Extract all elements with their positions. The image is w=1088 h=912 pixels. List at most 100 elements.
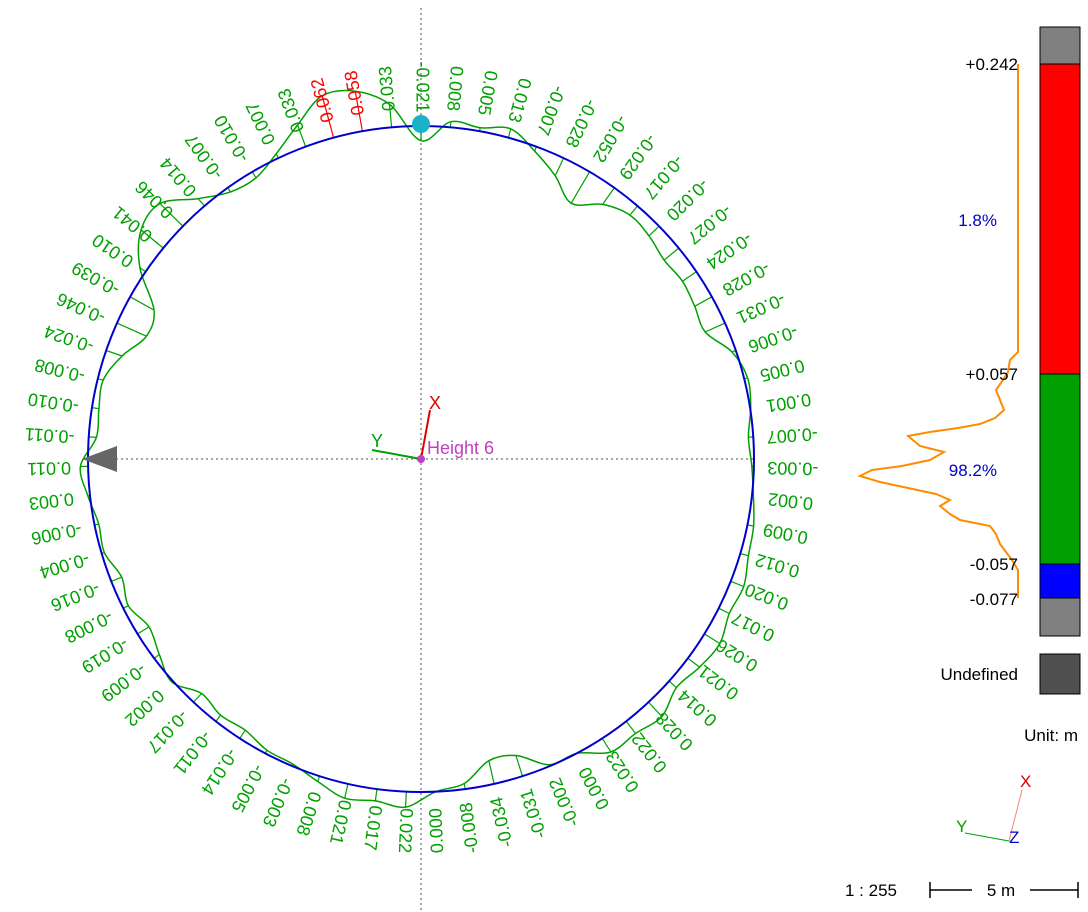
- deviation-label: -0.004: [37, 549, 92, 583]
- deviation-label: -0.046: [54, 289, 109, 328]
- deviation-whisker: [139, 267, 147, 273]
- unit-label: Unit: m: [1024, 726, 1078, 745]
- deviation-label: 0.022: [395, 808, 417, 854]
- deviation-whisker: [554, 157, 565, 177]
- deviation-whisker: [239, 729, 246, 739]
- deviation-label: -0.011: [24, 424, 75, 447]
- deviation-label: 0.062: [307, 76, 338, 125]
- deviation-label: 0.033: [375, 65, 399, 112]
- deviation-whisker: [704, 633, 721, 645]
- deviation-whisker: [321, 95, 335, 138]
- deviation-whisker: [297, 124, 307, 147]
- legend-segment-top-out-of-range: [1039, 26, 1081, 65]
- measured-profile: [79, 89, 755, 809]
- deviation-label: 0.002: [767, 489, 814, 514]
- deviation-label: -0.034: [486, 795, 517, 849]
- deviation-whisker: [140, 229, 164, 249]
- deviation-label: 0.026: [712, 635, 761, 676]
- deviation-whisker: [111, 576, 122, 582]
- legend-bottom-value: -0.077: [970, 590, 1018, 609]
- deviation-whisker: [747, 524, 754, 527]
- deviation-label: -0.008: [62, 606, 117, 647]
- deviation-label: 0.005: [758, 355, 807, 385]
- deviation-label: 0.017: [360, 804, 386, 851]
- deviation-whisker: [602, 187, 615, 205]
- deviation-label: -0.031: [734, 289, 789, 328]
- legend-segment-above: [1039, 63, 1081, 375]
- deviation-whisker: [344, 783, 349, 799]
- deviation-whisker: [625, 720, 637, 734]
- legend-color-bar: [1039, 26, 1081, 637]
- deviation-label: -0.008: [33, 355, 87, 387]
- deviation-label: -0.007: [533, 83, 569, 138]
- local-x-axis: [420, 409, 431, 460]
- deviation-label: -0.008: [456, 801, 483, 854]
- deviation-label: -0.031: [516, 786, 551, 841]
- deviation-label: -0.003: [259, 775, 297, 830]
- start-marker[interactable]: [412, 115, 430, 133]
- deviation-whisker: [153, 654, 160, 659]
- deviation-whisker: [740, 552, 749, 557]
- deviation-label: 0.008: [292, 789, 325, 838]
- deviation-whisker: [601, 738, 612, 753]
- local-y-axis: [371, 449, 422, 460]
- deviation-whisker: [507, 128, 512, 138]
- scale-bar-label: 5 m: [987, 881, 1015, 900]
- section-label: Height 6: [427, 438, 494, 458]
- deviation-label: -0.028: [561, 96, 601, 151]
- deviation-whiskers: [80, 91, 754, 808]
- deviation-label: 0.017: [728, 608, 777, 646]
- deviation-whisker: [704, 322, 726, 333]
- legend-segment-within: [1039, 373, 1081, 565]
- deviation-whisker: [129, 296, 155, 311]
- deviation-label: -0.010: [27, 389, 81, 417]
- deviation-whisker: [137, 626, 150, 635]
- deviation-label: 0.058: [340, 69, 368, 117]
- deviation-whisker: [374, 789, 378, 801]
- view-direction-arrow[interactable]: [82, 446, 117, 472]
- orientation-triad: X Y Z: [956, 772, 1031, 847]
- deviation-label: 0.003: [28, 489, 75, 514]
- deviation-whisker: [116, 322, 147, 337]
- deviation-label: 0.007: [242, 99, 279, 148]
- triad-z-label: Z: [1009, 828, 1019, 847]
- deviation-whisker: [354, 91, 363, 132]
- deviation-label: 0.021: [694, 661, 742, 704]
- deviation-label: 0.023: [602, 747, 643, 796]
- deviation-label: -0.002: [545, 775, 583, 830]
- deviation-histogram: [857, 64, 1019, 598]
- section-center-point[interactable]: [417, 455, 425, 463]
- legend-segment-below: [1039, 563, 1081, 599]
- deviation-whisker: [405, 791, 407, 808]
- scale-ratio: 1 : 255: [845, 881, 897, 900]
- deviation-label: -0.006: [30, 519, 84, 549]
- triad-x-label: X: [1020, 772, 1031, 791]
- legend-lower-limit: -0.057: [970, 555, 1018, 574]
- deviation-label: 0.001: [765, 389, 813, 416]
- deviation-whisker: [718, 607, 730, 615]
- legend-above-percent: 1.8%: [958, 211, 997, 230]
- deviation-whisker: [488, 760, 495, 785]
- deviation-label: -0.024: [42, 321, 97, 357]
- triad-x-axis: [1008, 789, 1023, 842]
- deviation-label: 0.020: [742, 579, 791, 614]
- deviation-whisker: [648, 701, 663, 717]
- deviation-label: 0.009: [761, 520, 809, 549]
- deviation-whisker: [88, 436, 97, 438]
- deviation-label: 0.000: [425, 808, 447, 854]
- deviation-label: -0.007: [766, 424, 818, 447]
- deviation-whisker: [106, 349, 123, 357]
- deviation-label: 0.012: [753, 550, 802, 582]
- undefined-label: Undefined: [940, 665, 1018, 684]
- deviation-whisker: [629, 205, 638, 216]
- local-x-label: X: [429, 393, 441, 413]
- deviation-whisker: [251, 171, 257, 179]
- deviation-whisker: [730, 580, 744, 588]
- deviation-whisker: [570, 171, 591, 204]
- deviation-label: 0.021: [326, 798, 355, 846]
- deviation-whisker: [197, 198, 205, 207]
- deviation-label: 0.000: [575, 764, 614, 813]
- undefined-swatch: [1039, 653, 1081, 695]
- deviation-label: 0.005: [474, 69, 502, 117]
